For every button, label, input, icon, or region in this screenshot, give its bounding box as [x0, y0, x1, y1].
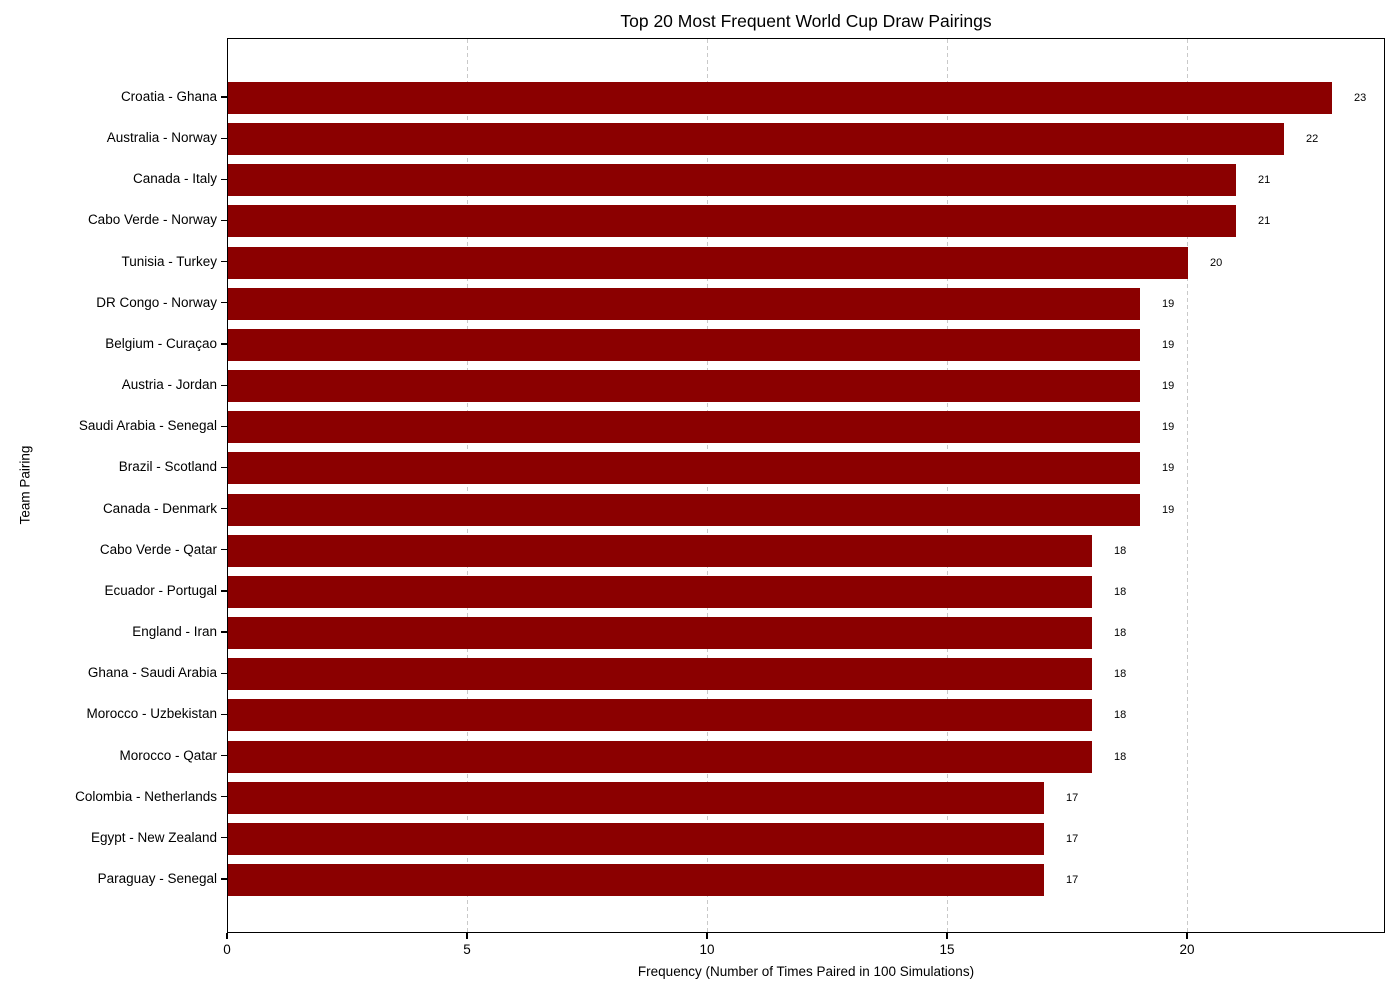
y-tick-mark	[221, 631, 227, 633]
y-tick-label: Egypt - New Zealand	[90, 829, 217, 845]
y-tick-label: Brazil - Scotland	[118, 459, 217, 475]
y-tick-label: Ecuador - Portugal	[104, 582, 217, 598]
x-tick-label: 5	[463, 942, 471, 957]
y-tick-label: Ghana - Saudi Arabia	[87, 665, 217, 681]
bar	[228, 123, 1284, 156]
y-tick-mark	[221, 508, 227, 510]
y-tick-label: Croatia - Ghana	[120, 89, 217, 104]
y-tick-mark	[221, 672, 227, 674]
gridline-x-5	[467, 39, 468, 932]
bar-value-label: 21	[1258, 174, 1271, 187]
bar-value-label: 19	[1162, 421, 1175, 434]
y-tick-label: Paraguay - Senegal	[97, 871, 217, 887]
gridline-x-15	[947, 39, 948, 932]
y-tick-mark	[221, 425, 227, 427]
bar	[228, 246, 1188, 279]
bar	[228, 534, 1092, 567]
bar-value-label: 20	[1210, 256, 1223, 269]
bar-value-label: 18	[1114, 544, 1127, 557]
y-tick-mark	[221, 96, 227, 98]
plot-area: 23 22 21 21 20 19 19 19 19 19 19 18 18 18 18 18 18 17 17 17	[227, 38, 1385, 933]
x-tick-label: 0	[223, 942, 231, 957]
y-tick-mark	[221, 343, 227, 345]
bar-value-label: 18	[1114, 750, 1127, 763]
y-tick-label: Austria - Jordan	[121, 377, 217, 393]
bar-value-label: 17	[1066, 791, 1079, 804]
x-tick-label: 10	[699, 942, 715, 957]
y-tick-mark	[221, 796, 227, 798]
x-tick-label: 20	[1179, 942, 1195, 957]
bar	[228, 411, 1140, 444]
y-tick-label: Tunisia - Turkey	[121, 253, 217, 269]
bar	[228, 575, 1092, 608]
bar	[228, 617, 1092, 650]
bar-value-label: 18	[1114, 627, 1127, 640]
bar-value-label: 17	[1066, 832, 1079, 845]
x-tick-mark	[466, 933, 468, 939]
y-tick-mark	[221, 713, 227, 715]
x-tick-label: 15	[939, 942, 955, 957]
bar	[228, 864, 1044, 897]
y-tick-mark	[221, 302, 227, 304]
x-tick-mark	[1186, 933, 1188, 939]
bar-value-label: 19	[1162, 503, 1175, 516]
bar	[228, 164, 1236, 197]
bar-value-label: 19	[1162, 338, 1175, 351]
y-tick-label: Australia - Norway	[106, 130, 217, 146]
gridline-x-20	[1187, 39, 1188, 932]
bar-value-label: 18	[1114, 585, 1127, 598]
y-tick-label: Cabo Verde - Qatar	[99, 541, 217, 557]
y-tick-mark	[221, 590, 227, 592]
y-tick-mark	[221, 466, 227, 469]
bar	[228, 452, 1140, 485]
x-tick-mark	[226, 933, 228, 939]
bar-value-label: 22	[1306, 133, 1319, 146]
bar	[228, 328, 1140, 361]
bar-value-label: 19	[1162, 297, 1175, 310]
bar	[228, 205, 1236, 238]
y-tick-label: Colombia - Netherlands	[75, 788, 217, 804]
bar-value-label: 23	[1354, 92, 1367, 104]
bar-value-label: 17	[1066, 874, 1079, 887]
y-tick-mark	[221, 878, 227, 880]
bar	[228, 658, 1092, 691]
bar	[228, 370, 1140, 403]
y-tick-mark	[221, 219, 227, 222]
y-tick-mark	[221, 384, 227, 386]
y-tick-label: Canada - Italy	[132, 171, 217, 187]
y-tick-label: Belgium - Curaçao	[105, 335, 217, 351]
gridline-x-10	[707, 39, 708, 932]
bar-value-label: 19	[1162, 380, 1175, 393]
bar	[228, 699, 1092, 732]
bar-value-label: 18	[1114, 709, 1127, 722]
y-tick-label: Morocco - Qatar	[119, 747, 217, 763]
y-tick-label: Saudi Arabia - Senegal	[78, 418, 217, 434]
bar	[228, 781, 1044, 814]
bar	[228, 822, 1044, 855]
x-axis-title: Frequency (Number of Times Paired in 100…	[637, 964, 975, 979]
bar	[228, 740, 1092, 773]
y-tick-mark	[221, 837, 227, 839]
x-tick-mark	[706, 933, 708, 939]
bar	[228, 287, 1140, 320]
y-tick-mark	[221, 178, 227, 180]
y-tick-mark	[221, 137, 227, 139]
bar-value-label: 19	[1162, 462, 1175, 475]
bar	[228, 82, 1332, 114]
y-tick-label: England - Iran	[132, 624, 217, 640]
chart-title: Top 20 Most Frequent World Cup Draw Pair…	[620, 11, 992, 31]
y-tick-label: Cabo Verde - Norway	[87, 212, 217, 228]
y-tick-label: DR Congo - Norway	[96, 294, 217, 310]
bar-value-label: 18	[1114, 668, 1127, 681]
y-tick-mark	[221, 549, 227, 551]
x-tick-mark	[946, 933, 948, 939]
y-tick-label: Morocco - Uzbekistan	[86, 706, 217, 722]
y-tick-mark	[221, 261, 227, 263]
y-tick-mark	[221, 754, 227, 757]
bar	[228, 493, 1140, 526]
bar-value-label: 21	[1258, 215, 1271, 228]
y-tick-label: Canada - Denmark	[102, 500, 217, 516]
